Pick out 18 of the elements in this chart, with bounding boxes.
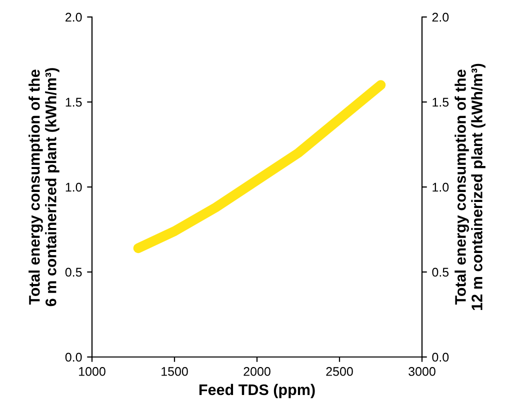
y2-tick-label: 0.0 <box>432 352 449 362</box>
y-tick-label: 1.0 <box>66 182 82 192</box>
y-tick-label: 2.0 <box>66 12 82 22</box>
y-axis-title: Total energy consumption of the 6 m containerized plant (kWh/m³) <box>28 68 60 306</box>
y-tick-label: 1.5 <box>66 98 82 107</box>
x-tick-label: 3000 <box>408 367 436 376</box>
x-tick-label: 1500 <box>162 367 188 376</box>
y2-tick-label: 2.0 <box>432 12 449 22</box>
x-axis-title: Feed TDS (ppm) <box>199 384 315 398</box>
x-tick-label: 2500 <box>326 367 353 376</box>
y2-tick-label: 0.5 <box>432 268 449 277</box>
y2-axis-title: Total energy consumption of the 12 m containerized plant (kWh/m³) <box>454 64 486 310</box>
x-tick-label: 1000 <box>79 367 106 376</box>
y2-tick-label: 1.5 <box>432 98 449 107</box>
x-tick-label: 2000 <box>244 367 270 376</box>
y-tick-label: 0.5 <box>65 268 82 277</box>
y-tick-label: 0.0 <box>65 352 82 362</box>
y2-tick-label: 1.0 <box>432 182 449 192</box>
